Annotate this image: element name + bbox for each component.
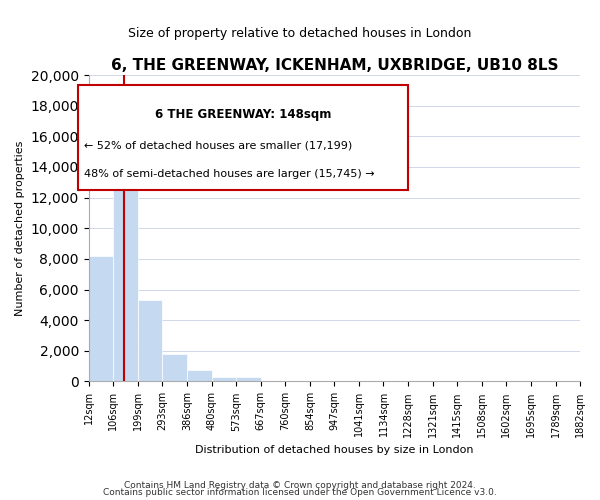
Y-axis label: Number of detached properties: Number of detached properties [15,140,25,316]
Bar [113,127,138,382]
Bar [89,256,113,382]
Title: 6, THE GREENWAY, ICKENHAM, UXBRIDGE, UB10 8LS: 6, THE GREENWAY, ICKENHAM, UXBRIDGE, UB1… [110,58,558,72]
Bar [236,377,261,382]
Text: Size of property relative to detached houses in London: Size of property relative to detached ho… [128,28,472,40]
Text: Contains HM Land Registry data © Crown copyright and database right 2024.: Contains HM Land Registry data © Crown c… [124,480,476,490]
Bar [212,377,236,382]
X-axis label: Distribution of detached houses by size in London: Distribution of detached houses by size … [195,445,473,455]
Text: ← 52% of detached houses are smaller (17,199): ← 52% of detached houses are smaller (17… [84,141,352,151]
Bar [163,354,187,382]
Bar [187,370,212,382]
Bar [138,300,163,382]
Text: Contains public sector information licensed under the Open Government Licence v3: Contains public sector information licen… [103,488,497,497]
Text: 48% of semi-detached houses are larger (15,745) →: 48% of semi-detached houses are larger (… [84,169,374,179]
Text: 6 THE GREENWAY: 148sqm: 6 THE GREENWAY: 148sqm [155,108,331,121]
